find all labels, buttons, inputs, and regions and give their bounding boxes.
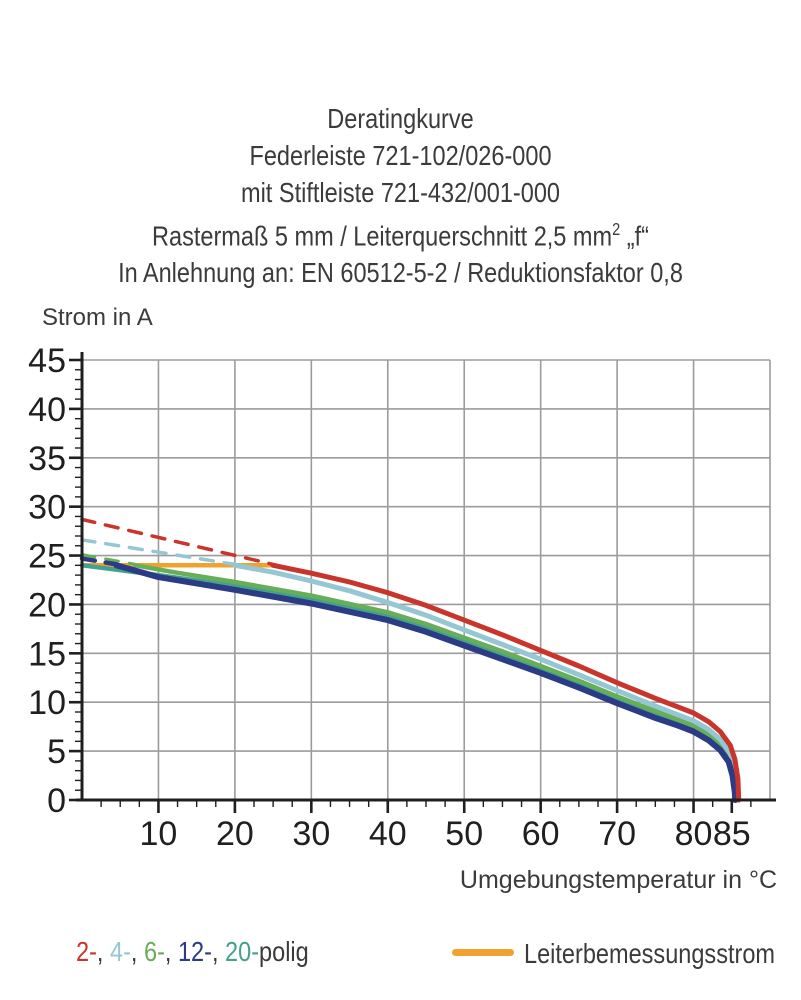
y-tick-label-40: 40 — [28, 391, 66, 429]
y-tick-label-35: 35 — [28, 440, 66, 478]
x-axis-title: Umgebungstemperatur in °C — [459, 866, 777, 894]
y-tick-label-20: 20 — [28, 586, 66, 624]
legend-separator: , — [211, 936, 226, 967]
rated-current-swatch — [452, 949, 514, 956]
x-tick-label-60: 60 — [522, 815, 560, 853]
y-tick-label-0: 0 — [47, 782, 66, 820]
x-tick-label-20: 20 — [216, 815, 254, 853]
title-line-4: Rastermaß 5 mm / Leiterquerschnitt 2,5 m… — [152, 219, 649, 252]
curve-dashed-12-polig — [79, 556, 119, 567]
x-tick-label-80: 80 — [675, 815, 713, 853]
x-tick-label-40: 40 — [369, 815, 407, 853]
legend-pole-20: 20- — [225, 936, 260, 967]
legend-separator: , — [96, 936, 110, 967]
x-tick-label-70: 70 — [598, 815, 636, 853]
tick-labels: 0 5 10 15 20 25 30 35 40 45 10 20 30 40 50 60 70 80 85 — [28, 342, 751, 853]
y-axis-title: Strom in A — [42, 304, 153, 331]
y-tick-label-25: 25 — [28, 538, 66, 576]
y-tick-label-45: 45 — [28, 342, 66, 380]
x-tick-label-50: 50 — [445, 815, 483, 853]
legend-separator: , — [130, 936, 144, 967]
curve-12-polig — [113, 562, 739, 803]
superscript-2: 2 — [612, 219, 621, 239]
curve-dashed-2-polig — [80, 517, 275, 567]
y-tick-label-10: 10 — [28, 684, 66, 722]
curve-4-polig — [232, 562, 740, 803]
curve-dashed-4-polig — [80, 538, 237, 567]
legend-pole-2: 2- — [76, 936, 97, 967]
curve-2-polig — [270, 562, 742, 803]
y-tick-label-15: 15 — [28, 635, 66, 673]
y-tick-label-5: 5 — [47, 733, 66, 771]
legend-pole-12: 12- — [177, 936, 212, 967]
curve-6-polig — [133, 563, 739, 803]
title-line-1: Deratingkurve — [327, 103, 474, 134]
title-line-3: mit Stiftleiste 721-432/001-000 — [240, 177, 561, 208]
legend-pole-4: 4- — [109, 936, 131, 967]
poles-legend: 2-, 4-, 6-, 12-, 20-polig — [76, 936, 309, 968]
title-line-5: In Anlehnung an: EN 60512-5-2 / Reduktio… — [118, 257, 683, 289]
legend-poles-suffix: polig — [259, 936, 309, 967]
ticks — [69, 358, 752, 813]
x-tick-label-10: 10 — [140, 815, 178, 853]
legend-pole-6: 6- — [143, 936, 165, 967]
grid — [82, 359, 771, 800]
chart-title-block: Deratingkurve Federleiste 721-102/026-00… — [64, 100, 737, 291]
x-tick-label-85: 85 — [713, 815, 751, 853]
title-line-2: Federleiste 721-102/026-000 — [249, 140, 552, 171]
y-tick-label-30: 30 — [28, 489, 66, 527]
x-tick-label-30: 30 — [292, 815, 330, 853]
legend-separator: , — [164, 936, 178, 967]
curve-dashed-6-polig — [80, 553, 137, 566]
curves — [79, 517, 742, 803]
rated-current-label: Leiterbemessungsstrom — [524, 938, 776, 969]
